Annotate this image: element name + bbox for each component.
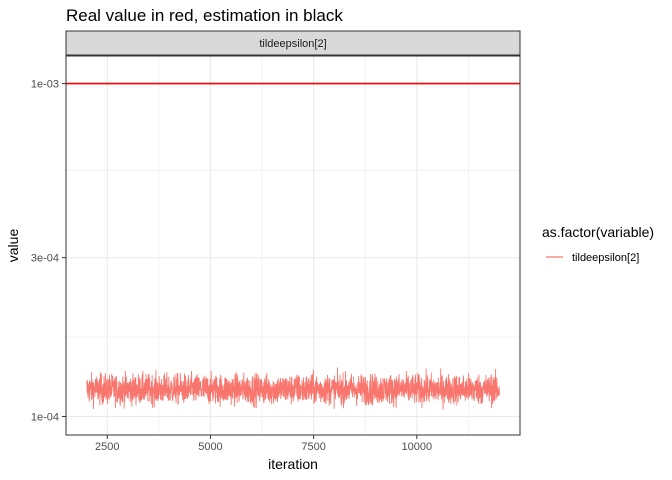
series-layer [86,367,500,410]
y-axis-title: value [5,229,21,263]
x-tick-label: 10000 [402,441,433,453]
series-line-0 [86,367,500,410]
facet-strip [65,30,521,56]
panel-border [65,55,521,436]
grid-minor [66,56,520,435]
legend-entries: tildeepsilon[2] [546,252,639,264]
x-tick-label: 7500 [301,441,325,453]
y-tick-label: 1e-03 [31,79,59,91]
y-tick-label: 1e-04 [31,412,59,424]
x-tick-label: 2500 [95,441,119,453]
x-tick-label: 5000 [198,441,222,453]
chart-title: Real value in red, estimation in black [66,6,343,25]
x-axis-title: iteration [268,456,318,472]
facet-strip-label: tildeepsilon[2] [259,38,326,50]
plot-panel [66,56,520,435]
y-axis: 1e-04 3e-04 1e-03 [31,79,66,424]
legend-title: as.factor(variable) [542,224,654,240]
x-axis: 2500 5000 7500 10000 [95,435,432,453]
legend-label: tildeepsilon[2] [572,252,639,264]
y-tick-label: 3e-04 [31,253,59,265]
